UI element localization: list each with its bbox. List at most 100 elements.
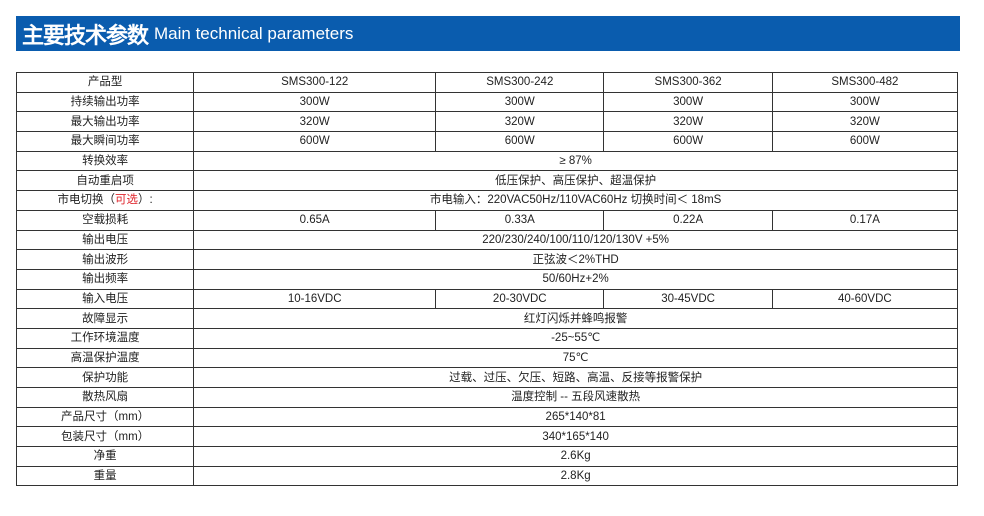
row-label: 市电切换（可选）: [15, 190, 195, 211]
row-label-text: 产品型 [87, 76, 123, 89]
row-label: 包装尺寸（mm） [15, 426, 195, 448]
row-label-text: 输出频率 [82, 273, 129, 286]
row-label: 故障显示 [15, 308, 195, 329]
table-cell: 2.8Kg [193, 465, 958, 487]
table-row: 转换效率 ≥ 87% [15, 150, 958, 172]
row-label-text: 最大瞬间功率 [70, 135, 140, 148]
parameters-table: 产品型 SMS300-122 SMS300-242 SMS300-362 SMS300-… [15, 72, 959, 487]
table-cell: 2.6Kg [193, 446, 958, 467]
row-label-text: 高温保护温度 [70, 351, 140, 364]
row-label-text: 故障显示 [82, 312, 129, 325]
table-row: 工作环境温度 -25~55℃ [15, 327, 958, 349]
row-label-text: 输出波形 [82, 253, 129, 266]
row-label: 持续输出功率 [15, 91, 195, 113]
table-row: 产品型 SMS300-122 SMS300-242 SMS300-362 SMS300-… [15, 72, 959, 93]
row-label: 重量 [15, 465, 195, 487]
row-label: 转换效率 [15, 150, 195, 172]
table-cell: 300W [771, 91, 959, 113]
table-cell: 600W [435, 131, 605, 152]
table-cell: 过载、过压、欠压、短路、高温、反接等报警保护 [193, 367, 958, 388]
table-cell: 340*165*140 [193, 426, 958, 448]
optional-note: 可选 [115, 194, 139, 207]
table-cell: 红灯闪烁并蜂鸣报警 [193, 308, 958, 329]
table-row: 重量 2.8Kg [15, 465, 958, 487]
table-cell: 40-60VDC [771, 288, 959, 310]
table-row: 净重 2.6Kg [15, 446, 958, 467]
title-en: Main technical parameters [154, 23, 354, 43]
table-row: 产品尺寸（mm） 265*140*81 [15, 406, 958, 428]
table-cell: 20-30VDC [435, 288, 605, 310]
table-row: 输出波形 正弦波＜2%THD [15, 249, 958, 270]
row-label: 输出频率 [15, 268, 195, 290]
table-row: 持续输出功率 300W 300W 300W 300W [15, 91, 959, 113]
row-label-text: 空载损耗 [82, 214, 129, 227]
row-label-text: 产品尺寸（mm） [61, 411, 150, 424]
table-row: 空载损耗 0.65A 0.33A 0.22A 0.17A [15, 209, 959, 231]
row-label-text: 散热风扇 [82, 391, 129, 404]
row-label-text: 转换效率 [82, 155, 129, 168]
table-cell: 0.65A [193, 209, 437, 231]
row-label-text: 最大输出功率 [70, 115, 140, 128]
table-cell: 50/60Hz+2% [193, 268, 958, 290]
header-banner: 主要技术参数 Main technical parameters [16, 16, 960, 51]
row-label: 产品尺寸（mm） [15, 406, 195, 428]
table-cell: 正弦波＜2%THD [193, 249, 958, 270]
table-cell: 320W [603, 111, 773, 133]
row-label-text: 包装尺寸（mm） [61, 430, 150, 443]
table-row: 最大输出功率 320W 320W 320W 320W [15, 111, 959, 133]
table-cell: 30-45VDC [603, 288, 773, 310]
title-cn: 主要技术参数 [22, 23, 149, 49]
row-label-text: 工作环境温度 [70, 332, 140, 345]
row-label-text: 输出电压 [82, 233, 129, 246]
row-label-end: ）: [138, 194, 153, 207]
row-label-text: 市电切换（ [57, 194, 116, 207]
table-cell: 600W [771, 131, 959, 152]
table-cell: 0.33A [435, 209, 605, 231]
table-row: 自动重启项 低压保护、高压保护、超温保护 [15, 170, 958, 192]
row-label-text: 输入电压 [82, 292, 129, 305]
row-label: 输出电压 [15, 229, 195, 251]
row-label-text: 重量 [93, 470, 117, 483]
table-row: 散热风扇 温度控制 -- 五段风速散热 [15, 387, 958, 408]
row-label: 散热风扇 [15, 387, 195, 408]
table-cell: 0.17A [771, 209, 959, 231]
table-cell: 温度控制 -- 五段风速散热 [193, 387, 958, 408]
table-row: 包装尺寸（mm） 340*165*140 [15, 426, 958, 448]
table-cell: SMS300-122 [193, 72, 437, 93]
row-label: 产品型 [15, 72, 195, 93]
table-cell: 220/230/240/100/110/120/130V +5% [193, 229, 958, 251]
table-cell: 300W [193, 91, 437, 113]
table-cell: 320W [193, 111, 437, 133]
table-cell: 市电输入：220VAC50Hz/110VAC60Hz 切换时间＜ 18mS [193, 190, 958, 211]
row-label-text: 保护功能 [82, 371, 129, 384]
row-label: 最大瞬间功率 [15, 131, 195, 152]
row-label-text: 净重 [93, 450, 117, 463]
table-row: 保护功能 过载、过压、欠压、短路、高温、反接等报警保护 [15, 367, 958, 388]
table-row: 故障显示 红灯闪烁并蜂鸣报警 [15, 308, 958, 329]
row-label: 输入电压 [15, 288, 195, 310]
row-label: 最大输出功率 [15, 111, 195, 133]
table-row: 高温保护温度 75℃ [15, 347, 958, 369]
table-cell: 600W [193, 131, 437, 152]
table-cell: 320W [771, 111, 959, 133]
row-label-text: 自动重启项 [76, 174, 134, 187]
table-cell: 600W [603, 131, 773, 152]
table-cell: 300W [435, 91, 605, 113]
row-label: 工作环境温度 [15, 327, 195, 349]
table-row: 市电切换（可选）: 市电输入：220VAC50Hz/110VAC60Hz 切换时间… [15, 190, 958, 211]
table-cell: SMS300-242 [435, 72, 605, 93]
row-label: 输出波形 [15, 249, 195, 270]
table-cell: ≥ 87% [193, 150, 958, 172]
row-label: 净重 [15, 446, 195, 467]
table-row: 输入电压 10-16VDC 20-30VDC 30-45VDC 40-60VDC [15, 288, 959, 310]
row-label: 自动重启项 [15, 170, 195, 192]
table-cell: 0.22A [603, 209, 773, 231]
table-row: 输出频率 50/60Hz+2% [15, 268, 958, 290]
row-label-text: 持续输出功率 [70, 96, 140, 109]
table-cell: 低压保护、高压保护、超温保护 [193, 170, 958, 192]
table-cell: 300W [603, 91, 773, 113]
table-row: 输出电压 220/230/240/100/110/120/130V +5% [15, 229, 958, 251]
table-cell: 75℃ [193, 347, 958, 369]
table-cell: -25~55℃ [193, 327, 958, 349]
table-cell: SMS300-362 [603, 72, 773, 93]
